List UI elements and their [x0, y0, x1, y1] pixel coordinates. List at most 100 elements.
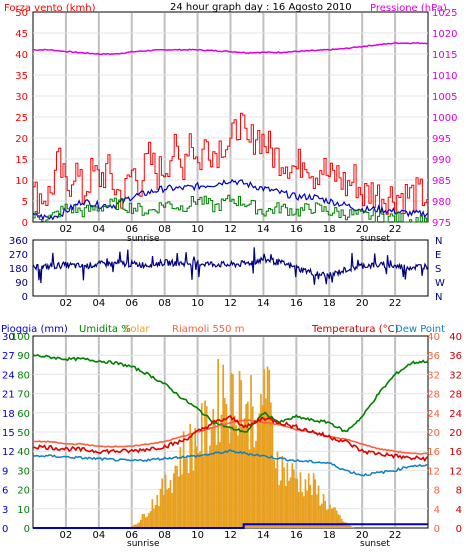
temp-tick-right: 36 — [449, 351, 462, 362]
solar-bar — [279, 480, 282, 528]
temp-tick-right: 4 — [456, 505, 462, 516]
solar-bar — [299, 472, 302, 528]
x-tick-mid: 12 — [224, 298, 237, 309]
solar-bar — [258, 413, 261, 528]
solar-bar — [197, 453, 200, 528]
x-tick-bottom: 08 — [158, 530, 171, 541]
x-tick-top: 02 — [60, 224, 73, 235]
x-tick-mid: 06 — [125, 298, 138, 309]
pressure-tick: 995 — [432, 134, 451, 145]
wind-tick: 35 — [15, 71, 28, 82]
legend-riamoli: Riamoli 550 m — [172, 324, 244, 335]
solar-bar — [205, 406, 208, 528]
direction-tick: 0 — [22, 292, 28, 303]
solar-bar — [260, 394, 262, 528]
solar-bar — [189, 424, 192, 528]
pressure-line — [32, 41, 429, 56]
x-tick-top: 22 — [389, 224, 402, 235]
solar-bar — [301, 491, 303, 528]
temp-tick-right: 32 — [449, 370, 462, 381]
x-tick-bottom: 16 — [290, 530, 303, 541]
legend-temperatura: Temperatura (°C) — [311, 324, 399, 335]
x-tick-bottom: 22 — [389, 530, 402, 541]
solar-bar — [314, 479, 317, 528]
rain-line — [33, 523, 428, 529]
solar-bar — [204, 400, 206, 528]
umidita-tick: 20 — [17, 486, 30, 497]
solar-bar — [248, 449, 251, 528]
solar-bar — [245, 403, 247, 528]
solar-bar — [184, 458, 187, 528]
temp-tick-left: 0 — [434, 524, 440, 535]
umidita-tick: 70 — [17, 390, 30, 401]
temp-tick-right: 28 — [449, 390, 462, 401]
wind-direction-line — [32, 247, 429, 285]
x-tick-bottom: 02 — [60, 530, 73, 541]
solar-bar — [329, 504, 331, 528]
umidita-tick: 100 — [11, 332, 30, 343]
solar-bar — [304, 479, 307, 528]
solar-bar — [151, 499, 154, 528]
legend-umidita: Umidita % — [79, 324, 131, 335]
wind-tick: 10 — [15, 176, 28, 187]
solar-bar — [164, 474, 167, 528]
solar-bar — [141, 514, 144, 528]
wind-tick: 20 — [15, 134, 28, 145]
pioggia-tick: 6 — [2, 486, 8, 497]
solar-bar — [330, 508, 333, 528]
solar-bar — [194, 428, 196, 528]
temperature-line — [33, 414, 429, 462]
solar-bar — [263, 369, 266, 528]
solar-bar — [176, 465, 178, 528]
series-layer — [32, 41, 429, 529]
legend-solar: Solar — [124, 324, 150, 335]
solar-bar — [255, 440, 257, 528]
solar-bar — [302, 496, 305, 528]
pioggia-tick: 21 — [2, 390, 15, 401]
solar-bar — [306, 490, 308, 528]
solar-bar — [339, 515, 341, 528]
gust-line — [33, 112, 429, 215]
solar-bar — [278, 485, 280, 528]
wind-tick: 0 — [22, 218, 28, 229]
sunset-label-top: sunset — [360, 234, 390, 244]
solar-bar — [138, 522, 140, 528]
x-tick-bottom: 14 — [257, 530, 270, 541]
solar-bar — [166, 489, 168, 528]
compass-tick: E — [435, 250, 441, 261]
solar-bar — [276, 451, 279, 528]
pressure-tick: 990 — [432, 155, 451, 166]
solar-bar — [174, 465, 177, 528]
compass-tick: W — [435, 278, 445, 289]
umidita-tick: 80 — [17, 370, 30, 381]
compass-tick: N — [435, 292, 442, 303]
umidita-tick: 60 — [17, 409, 30, 420]
x-tick-top: 20 — [356, 224, 369, 235]
temp-tick-left: 40 — [427, 332, 440, 343]
solar-bar — [209, 445, 211, 528]
x-tick-mid: 02 — [60, 298, 73, 309]
solar-bar — [283, 467, 285, 528]
solar-bar — [212, 409, 215, 528]
umidita-tick: 10 — [17, 505, 30, 516]
solar-bar — [291, 463, 294, 528]
chart-title: 24 hour graph day : 16 Agosto 2010 — [170, 2, 352, 13]
x-tick-mid: 10 — [191, 298, 204, 309]
solar-bar — [322, 493, 325, 528]
solar-bar — [284, 485, 287, 528]
direction-tick: 360 — [9, 236, 28, 247]
tick-labels: 0202020404040606060808081010101212121414… — [2, 8, 462, 541]
temp-tick-left: 24 — [427, 409, 440, 420]
wind-tick: 30 — [15, 92, 28, 103]
solar-bar — [156, 495, 159, 528]
sunrise-label-top: sunrise — [127, 234, 160, 244]
wind-average-line — [33, 194, 429, 223]
x-tick-bottom: 12 — [224, 530, 237, 541]
umidita-tick: 40 — [17, 447, 30, 458]
solar-bar — [293, 469, 295, 528]
x-tick-bottom: 18 — [323, 530, 336, 541]
compass-tick: S — [435, 264, 441, 275]
x-tick-mid: 18 — [323, 298, 336, 309]
solar-bar — [273, 460, 275, 528]
